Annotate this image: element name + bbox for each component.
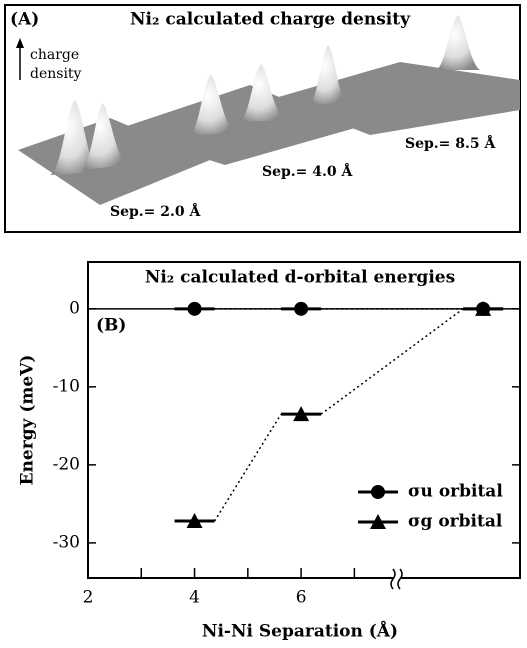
x-tick-label: 4	[189, 588, 200, 608]
x-tick-label: 2	[83, 588, 94, 608]
marker	[188, 302, 202, 316]
y-tick-label: 0	[69, 298, 80, 318]
y-tick-label: -10	[53, 376, 80, 396]
peak	[310, 45, 346, 104]
legend-label: σg orbital	[408, 512, 503, 532]
marker	[294, 302, 308, 316]
axis-label: charge	[30, 47, 79, 63]
y-tick-label: -30	[53, 532, 80, 552]
arrow-head	[16, 38, 24, 48]
panel-label: (A)	[10, 10, 39, 30]
chart-title: Ni₂ calculated d-orbital energies	[145, 268, 455, 288]
y-tick-label: -20	[53, 454, 80, 474]
annotation: Sep.= 8.5 Å	[405, 134, 497, 152]
peak	[437, 15, 480, 70]
connector	[321, 309, 463, 414]
legend-marker	[371, 485, 385, 499]
annotation: Sep.= 2.0 Å	[110, 202, 202, 220]
annotation: Sep.= 4.0 Å	[262, 162, 354, 180]
x-axis-label: Ni-Ni Separation (Å)	[202, 620, 398, 642]
connector	[215, 414, 282, 521]
x-tick-label: 6	[296, 588, 307, 608]
y-axis-label: Energy (meV)	[18, 355, 38, 486]
figure: (A) Ni₂ calculated charge density charge…	[0, 0, 527, 648]
axis-label: density	[30, 66, 82, 82]
legend-label: σu orbital	[408, 482, 503, 502]
panel-label: (B)	[96, 316, 126, 336]
panel-title: Ni₂ calculated charge density	[130, 10, 411, 30]
